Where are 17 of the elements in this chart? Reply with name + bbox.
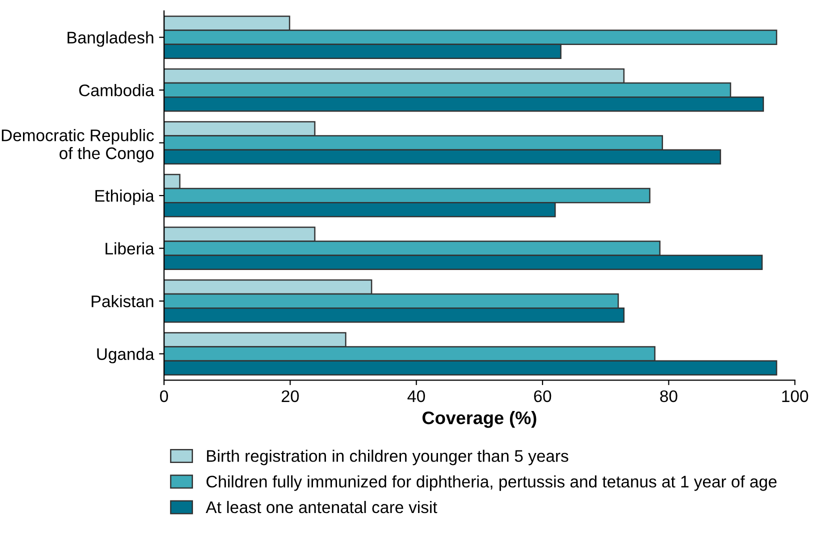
y-tick-label: Democratic Republic of the Congo <box>2 129 154 162</box>
y-tick-label: Cambodia <box>79 84 154 96</box>
x-tick-label: 20 <box>282 390 299 402</box>
y-tick-label: Ethiopia <box>95 190 154 206</box>
y-tick-label: Uganda <box>97 348 154 364</box>
x-tick-label: 60 <box>534 390 552 402</box>
y-tick-label: Liberia <box>106 242 154 254</box>
legend-label: Birth registration in children younger than 5 years <box>207 450 568 466</box>
x-tick-label: 40 <box>407 390 425 402</box>
x-axis-title: Coverage (%) <box>422 410 536 428</box>
y-tick-label: Bangladesh <box>68 31 154 47</box>
y-tick-label: Pakistan <box>92 295 154 308</box>
legend-label: At least one antenatal care visit <box>206 500 438 514</box>
x-tick-label: 0 <box>160 390 168 402</box>
x-tick-label: 80 <box>660 390 678 402</box>
legend-label: Children fully immunized for diphtheria, pertussis and tetanus at 1 year of age <box>206 475 777 491</box>
x-tick-label: 100 <box>782 390 808 402</box>
